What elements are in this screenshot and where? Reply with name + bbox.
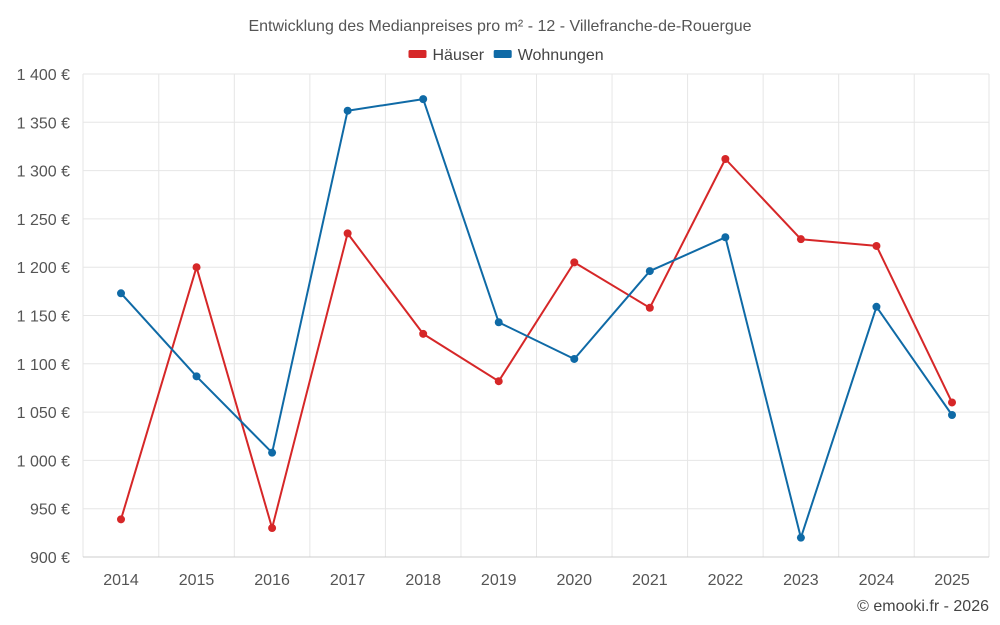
x-tick-label: 2022 (708, 572, 744, 589)
x-tick-label: 2017 (330, 572, 366, 589)
data-point-haeuser[interactable] (721, 155, 730, 164)
x-axis: 2014 2015 2016 2017 2018 2019 2020 2021 2022 2023… (103, 572, 970, 589)
data-point-wohnungen[interactable] (570, 354, 579, 363)
data-point-wohnungen[interactable] (645, 267, 654, 276)
x-tick-label: 2014 (103, 572, 139, 589)
series-group (117, 95, 956, 542)
data-point-haeuser[interactable] (872, 241, 881, 250)
y-tick-label: 1 150 € (17, 309, 70, 326)
data-point-wohnungen[interactable] (796, 533, 805, 542)
data-point-haeuser[interactable] (570, 258, 579, 267)
y-tick-label: 1 300 € (17, 164, 70, 181)
legend-swatch (408, 50, 427, 58)
y-tick-label: 1 250 € (17, 212, 70, 229)
series-line-haeuser (120, 158, 953, 529)
data-point-wohnungen[interactable] (343, 106, 352, 115)
x-tick-label: 2020 (556, 572, 592, 589)
y-tick-label: 1 000 € (17, 453, 70, 470)
legend-swatch (493, 50, 512, 58)
x-tick-label: 2015 (179, 572, 215, 589)
y-tick-label: 1 200 € (17, 260, 70, 277)
x-tick-label: 2024 (859, 572, 895, 589)
data-point-haeuser[interactable] (419, 329, 428, 338)
chart-title: Entwicklung des Medianpreises pro m² - 1… (248, 18, 751, 35)
data-point-haeuser[interactable] (343, 229, 352, 238)
data-point-wohnungen[interactable] (494, 318, 503, 327)
data-point-haeuser[interactable] (268, 524, 277, 533)
y-tick-label: 1 350 € (17, 115, 70, 132)
y-tick-label: 1 050 € (17, 405, 70, 422)
data-point-wohnungen[interactable] (117, 289, 125, 298)
data-point-wohnungen[interactable] (872, 302, 881, 311)
y-tick-label: 900 € (30, 550, 70, 567)
y-tick-label: 950 € (30, 502, 70, 519)
data-point-wohnungen[interactable] (948, 410, 956, 419)
y-tick-label: 1 400 € (17, 67, 70, 84)
legend-label[interactable]: Häuser (433, 47, 485, 64)
credit-text: © emooki.fr - 2026 (857, 598, 989, 615)
data-point-wohnungen[interactable] (419, 95, 428, 104)
y-axis: 900 € 950 € 1 000 € 1 050 € 1 100 € 1 150 € 1 … (17, 67, 70, 567)
data-point-haeuser[interactable] (494, 377, 503, 386)
x-tick-label: 2016 (254, 572, 290, 589)
series-line-wohnungen (120, 98, 953, 539)
x-tick-label: 2023 (783, 572, 819, 589)
y-tick-label: 1 100 € (17, 357, 70, 374)
data-point-haeuser[interactable] (192, 263, 201, 272)
data-point-haeuser[interactable] (948, 398, 956, 407)
x-tick-label: 2025 (934, 572, 970, 589)
data-point-haeuser[interactable] (117, 515, 125, 524)
data-point-haeuser[interactable] (645, 303, 654, 312)
data-point-wohnungen[interactable] (192, 372, 201, 381)
data-point-haeuser[interactable] (796, 235, 805, 244)
x-tick-label: 2019 (481, 572, 517, 589)
data-point-wohnungen[interactable] (721, 233, 730, 242)
grid (82, 73, 990, 558)
x-tick-label: 2021 (632, 572, 668, 589)
data-point-wohnungen[interactable] (268, 448, 277, 457)
x-tick-label: 2018 (405, 572, 441, 589)
legend-label[interactable]: Wohnungen (518, 47, 604, 64)
legend[interactable]: Häuser Wohnungen (408, 47, 604, 64)
